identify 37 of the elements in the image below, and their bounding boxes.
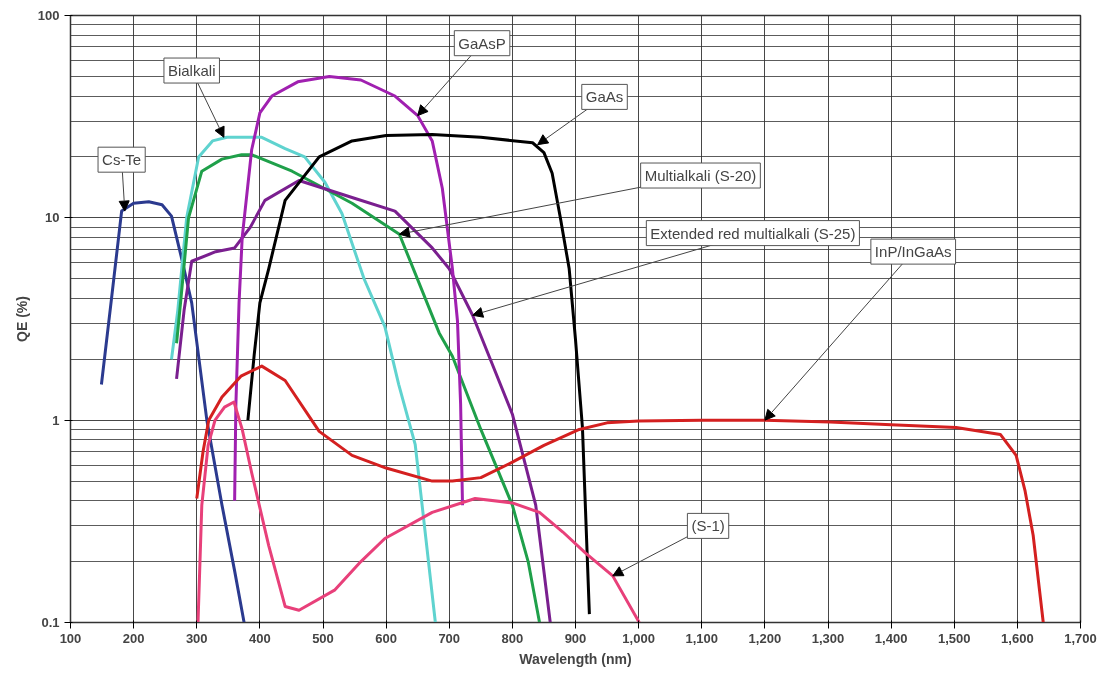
x-tick-label: 900: [564, 630, 587, 646]
annotation: Cs-Te: [102, 151, 142, 169]
y-tick-label: 100: [37, 8, 60, 23]
y-axis-title: QE (%): [13, 296, 30, 342]
x-tick-label: 800: [501, 630, 524, 646]
line-series: [99, 200, 246, 623]
line-series: [233, 74, 465, 507]
x-tick-label: 100: [59, 630, 82, 646]
x-tick-label: 500: [312, 630, 334, 646]
annotation: (S-1): [691, 517, 725, 535]
annotation: Extended red multialkali (S-25): [650, 224, 856, 242]
x-tick-label: 1,400: [874, 630, 908, 646]
annotation: InP/InGaAs: [874, 243, 952, 261]
x-tick-label: 1,700: [1064, 630, 1097, 646]
y-tick-label: 0.1: [41, 615, 60, 630]
annotation: Multialkali (S-20): [644, 167, 757, 185]
x-tick-label: 1,500: [937, 630, 971, 646]
annotation: GaAsP: [458, 34, 506, 52]
annotation: GaAs: [585, 88, 624, 106]
x-tick-label: 300: [185, 630, 208, 646]
x-tick-label: 400: [249, 630, 271, 646]
y-tick-label: 1: [52, 412, 60, 428]
x-tick-label: 200: [122, 630, 145, 646]
line-series: [170, 135, 437, 623]
line-series: [246, 133, 591, 616]
annotation: Bialkali: [167, 62, 216, 80]
x-tick-label: 700: [438, 630, 461, 646]
x-axis-title: Wavelength (nm): [519, 650, 632, 667]
x-tick-label: 1,100: [685, 630, 719, 646]
x-tick-label: 1,200: [748, 630, 782, 646]
x-tick-label: 600: [375, 630, 397, 646]
line-series: [196, 400, 641, 623]
x-tick-label: 1,600: [1001, 630, 1034, 646]
x-tick-label: 1,300: [811, 630, 845, 646]
line-series: [195, 364, 1045, 623]
x-tick-label: 1,000: [622, 630, 655, 646]
y-tick-label: 10: [45, 210, 60, 226]
